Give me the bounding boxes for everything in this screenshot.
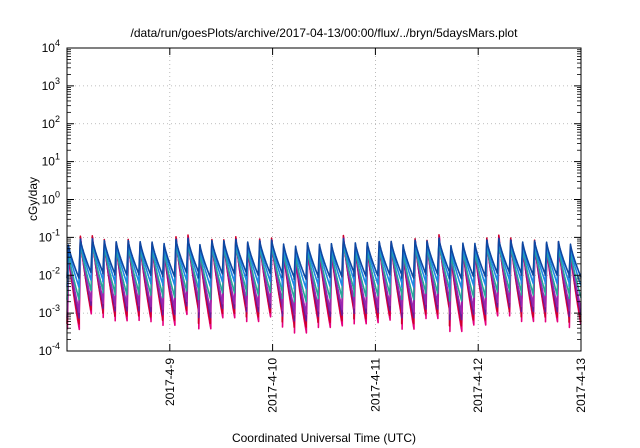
y-tick-label: 104 [42, 38, 60, 55]
x-tick-label: 2017-4-9 [163, 358, 177, 406]
y-tick-label: 103 [42, 76, 60, 93]
x-tick-labels: 2017-4-9 2017-4-10 2017-4-11 2017-4-12 2017-… [163, 358, 588, 413]
x-tick-label: 2017-4-13 [574, 358, 588, 413]
x-axis-label: Coordinated Universal Time (UTC) [232, 431, 416, 445]
y-tick-labels: 10-4 10-3 10-2 10-1 100 101 102 103 104 [39, 38, 60, 358]
x-tick-label: 2017-4-12 [471, 358, 485, 413]
grid-lines [67, 48, 581, 351]
x-tick-label: 2017-4-11 [368, 358, 382, 412]
x-tick-label: 2017-4-10 [266, 358, 280, 413]
y-tick-label: 10-4 [39, 341, 60, 358]
series-group [66, 234, 582, 334]
y-tick-label: 102 [42, 114, 60, 131]
chart-title: /data/run/goesPlots/archive/2017-04-13/0… [131, 26, 519, 40]
y-tick-label: 100 [42, 190, 60, 207]
y-tick-label: 10-2 [39, 265, 60, 282]
y-tick-label: 101 [42, 152, 60, 169]
y-axis-label: cGy/day [26, 177, 40, 221]
series-line [66, 237, 582, 281]
y-tick-label: 10-1 [39, 227, 60, 244]
axis-ticks [67, 47, 582, 352]
y-tick-label: 10-3 [39, 303, 60, 320]
